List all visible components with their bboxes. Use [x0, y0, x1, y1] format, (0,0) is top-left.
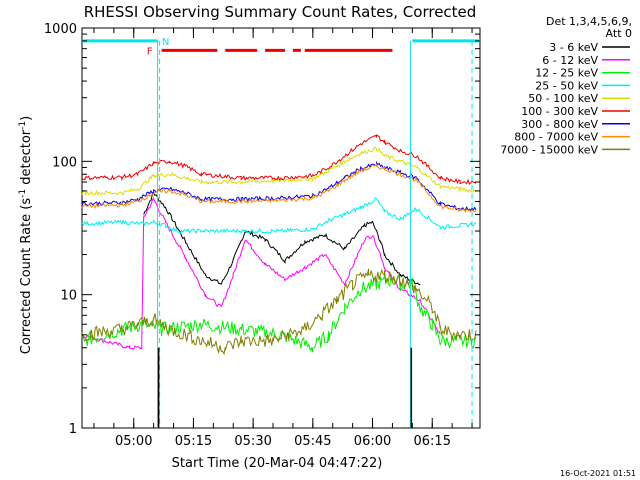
y-tick-label: 1000 [44, 22, 77, 37]
series-line-8 [81, 268, 477, 356]
timestamp: 16-Oct-2021 01:51 [560, 469, 636, 478]
flare-flag-label: F [147, 46, 153, 57]
y-tick-label: 100 [52, 155, 77, 170]
x-tick-label: 05:00 [115, 434, 152, 449]
series-line-0 [143, 191, 421, 285]
series-line-1 [81, 196, 441, 350]
plot-frame [81, 27, 481, 429]
legend-label: 300 - 800 keV [521, 118, 598, 131]
legend-label: 800 - 7000 keV [514, 131, 598, 144]
y-tick-label: 1 [69, 422, 77, 437]
legend-label: 100 - 300 keV [521, 105, 598, 118]
legend-header-line: Att 0 [606, 27, 632, 40]
legend-label: 50 - 100 keV [528, 92, 598, 105]
x-tick-label: 05:45 [294, 434, 331, 449]
chart-title: RHESSI Observing Summary Count Rates, Co… [84, 3, 477, 21]
legend-header-line: Det 1,3,4,5,6,9, [546, 15, 632, 28]
x-axis-label: Start Time (20-Mar-04 04:47:22) [172, 456, 383, 471]
night-flag-label: N [162, 37, 169, 48]
x-tick-label: 06:15 [414, 434, 451, 449]
series-line-3 [81, 197, 477, 235]
x-tick-label: 05:30 [234, 434, 271, 449]
x-tick-label: 05:15 [175, 434, 212, 449]
series-line-5 [81, 134, 477, 185]
axis-ticks: 1 10 100 1000 05:00 05:15 05:30 05:45 06:00 06:15 [44, 22, 480, 449]
y-axis-label: Corrected Count Rate (s-1 detector-1) [18, 116, 34, 354]
legend-label: 12 - 25 keV [535, 67, 598, 80]
legend-label: 25 - 50 keV [535, 79, 598, 92]
y-tick-label: 10 [60, 289, 77, 304]
legend-label: 6 - 12 keV [542, 54, 598, 67]
svg-text:Corrected Count Rate (s-1 dete: Corrected Count Rate (s-1 detector-1) [18, 116, 34, 354]
x-tick-label: 06:00 [354, 434, 391, 449]
plot-area: FN [81, 27, 481, 429]
legend-label: 3 - 6 keV [549, 41, 598, 54]
legend-label: 7000 - 15000 keV [500, 143, 598, 156]
